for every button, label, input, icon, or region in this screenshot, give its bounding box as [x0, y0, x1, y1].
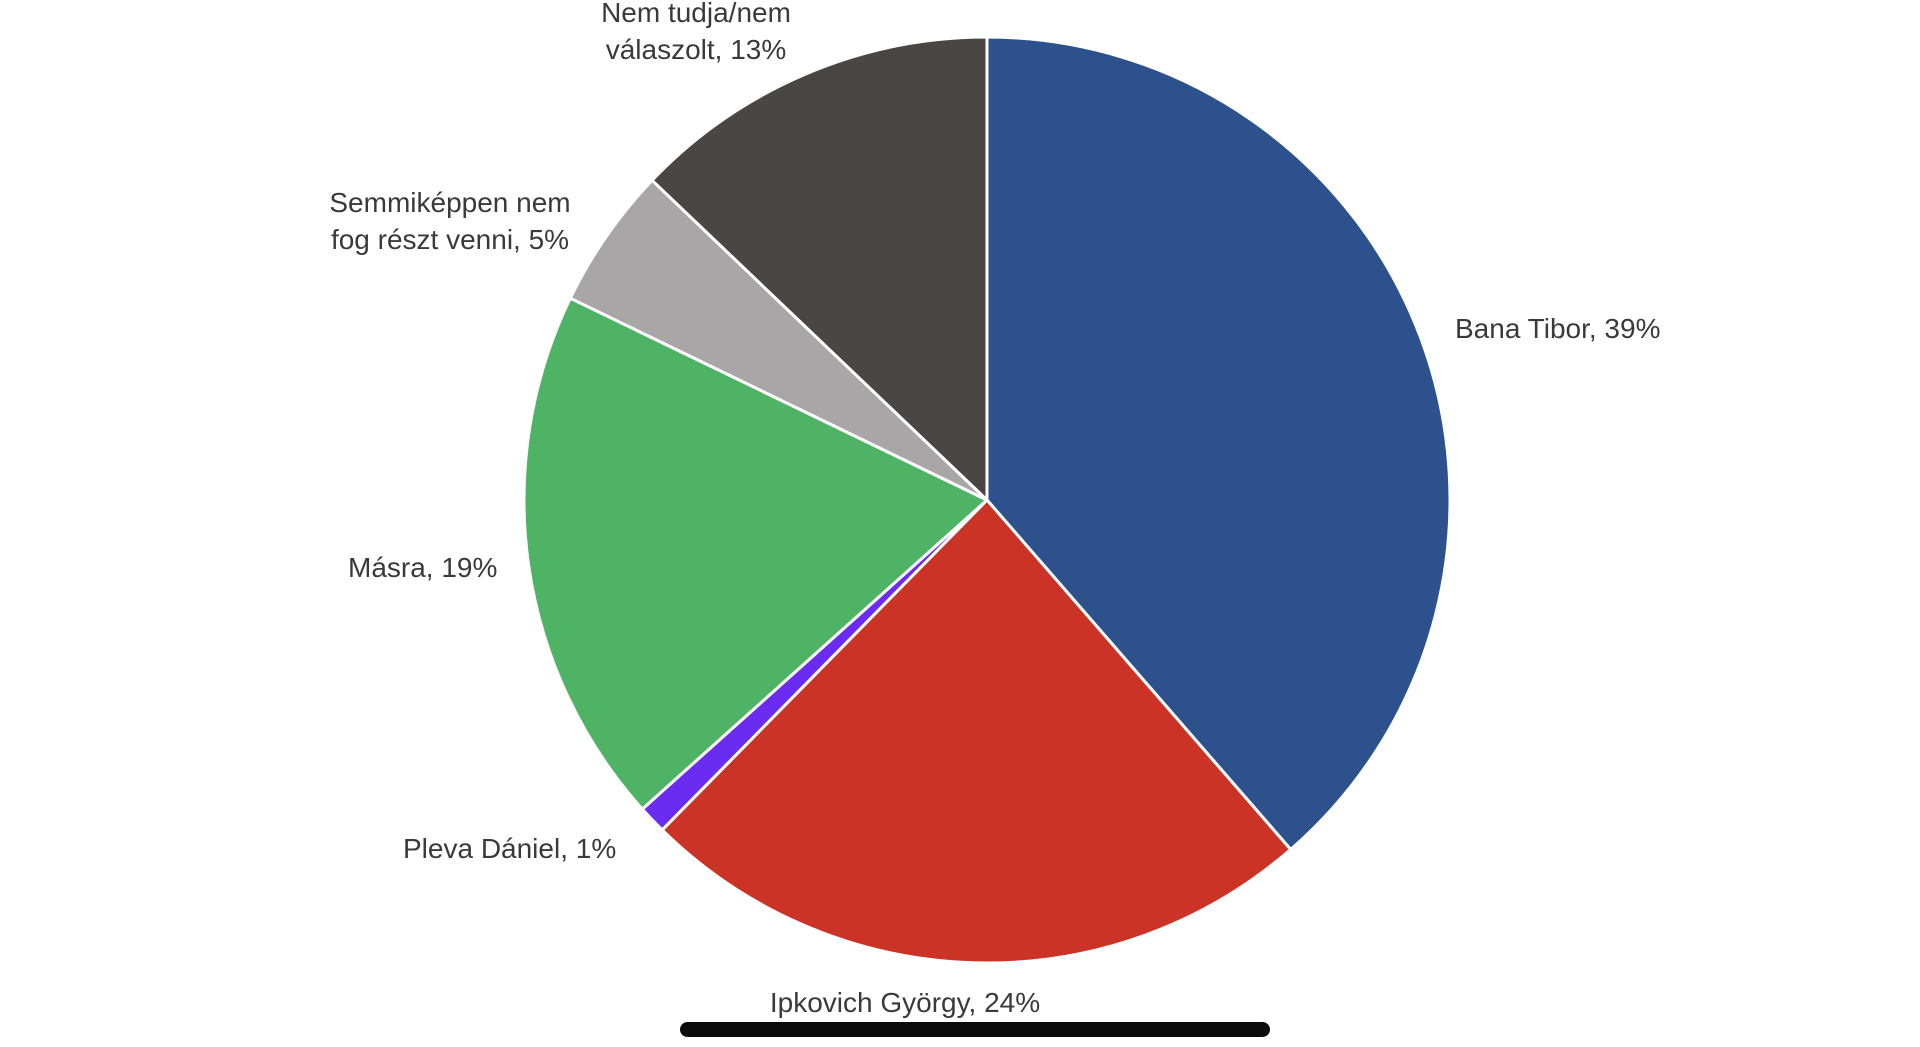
pie-slice-5: [568, 178, 989, 502]
pie-slices: [522, 35, 1452, 965]
pie-label-1: Bana Tibor, 39%: [1455, 313, 1660, 344]
pie-slice-1: [985, 35, 1452, 851]
pie-label-4: Másra, 19%: [348, 552, 497, 583]
home-indicator-bar[interactable]: [680, 1022, 1270, 1037]
pie-label-2: Ipkovich György, 24%: [770, 987, 1040, 1018]
pie-slice-4: [522, 296, 989, 811]
pie-slice-6: [650, 35, 989, 502]
pie-label-6: Nem tudja/nem válaszolt, 13%: [601, 0, 791, 65]
pie-label-5: Semmiképpen nem fog részt venni, 5%: [329, 187, 570, 255]
pie-labels: Bana Tibor, 39% Ipkovich György, 24% Pleva…: [329, 0, 1660, 1018]
pie-label-3: Pleva Dániel, 1%: [403, 833, 616, 864]
pie-slice-2: [660, 498, 1293, 965]
